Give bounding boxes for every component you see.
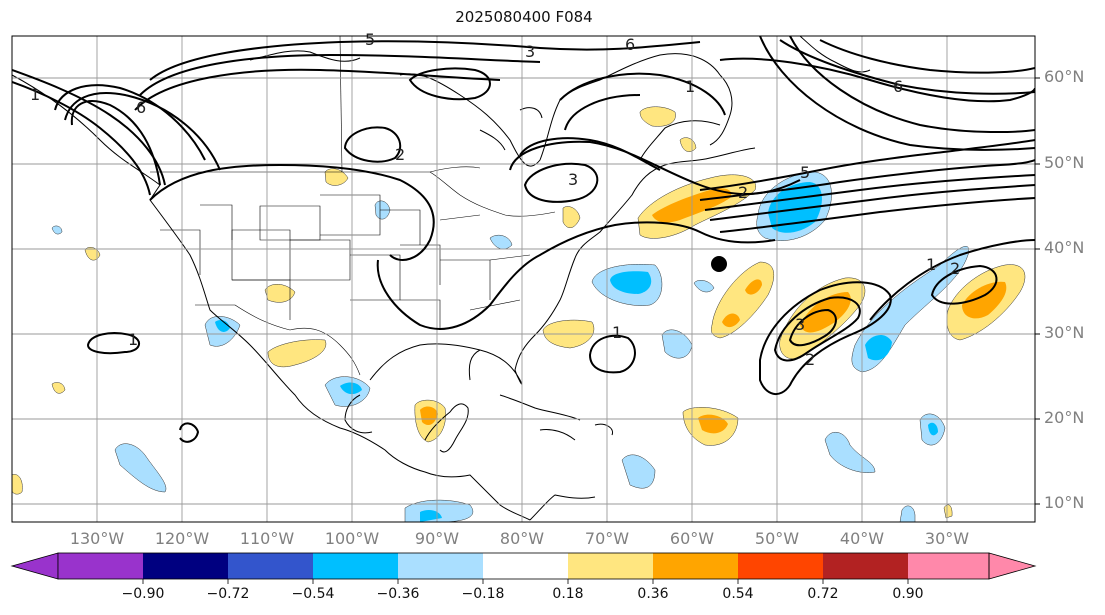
lat-label: 20°N xyxy=(1044,408,1085,427)
colorbar-tick-label: 0.90 xyxy=(892,586,924,602)
contour-label: 3 xyxy=(568,170,578,189)
contour-label: 1 xyxy=(30,85,40,104)
colorbar-tick-label: 0.72 xyxy=(807,586,839,602)
contour-label: 2 xyxy=(805,350,815,369)
lon-label: 100°W xyxy=(324,529,380,548)
lon-label: 50°W xyxy=(754,529,800,548)
colorbar-tick-label: 0.54 xyxy=(722,586,754,602)
lon-label: 60°W xyxy=(669,529,715,548)
political-borders xyxy=(150,36,556,376)
contour-label: 2 xyxy=(395,145,405,164)
contour-label: 2 xyxy=(950,259,960,278)
lon-label: 130°W xyxy=(69,529,125,548)
lat-label: 50°N xyxy=(1044,153,1085,172)
lon-label: 80°W xyxy=(499,529,545,548)
colorbar-tick-label: −0.54 xyxy=(291,586,335,602)
height-contours xyxy=(12,36,1035,443)
contour-label: 2 xyxy=(738,183,748,202)
lon-label: 90°W xyxy=(414,529,460,548)
contour-label: 5 xyxy=(800,163,810,182)
colorbar-tick-label: 0.18 xyxy=(552,586,584,602)
colorbar-tick-label: −0.90 xyxy=(121,586,165,602)
colorbar-tick-label: −0.36 xyxy=(376,586,420,602)
contour-label: 3 xyxy=(795,315,805,334)
lat-label: 10°N xyxy=(1044,493,1085,512)
lon-label: 110°W xyxy=(239,529,295,548)
contour-label: 6 xyxy=(625,35,635,54)
location-marker xyxy=(711,256,727,272)
lon-label: 120°W xyxy=(154,529,210,548)
lat-label: 40°N xyxy=(1044,238,1085,257)
contour-label: 1 xyxy=(685,77,695,96)
colorbar-tick-label: −0.18 xyxy=(461,586,505,602)
contour-label: 3 xyxy=(525,42,535,61)
contour-label: 1 xyxy=(128,330,138,349)
lon-label: 70°W xyxy=(584,529,630,548)
map-title: 2025080400 F084 xyxy=(455,8,593,26)
colorbar-tick-label: −0.72 xyxy=(206,586,250,602)
lat-label: 60°N xyxy=(1044,67,1085,86)
contour-label: 6 xyxy=(136,98,146,117)
lat-label: 30°N xyxy=(1044,323,1085,342)
contour-label: 5 xyxy=(365,30,375,49)
map-frame xyxy=(11,35,1036,523)
lon-label: 40°W xyxy=(839,529,885,548)
contour-label: 6 xyxy=(893,77,903,96)
colorbar-tick-label: 0.36 xyxy=(637,586,669,602)
colorbar xyxy=(10,552,1037,584)
contour-label: 1 xyxy=(926,255,936,274)
contour-label: 1 xyxy=(612,323,622,342)
lon-label: 30°W xyxy=(924,529,970,548)
